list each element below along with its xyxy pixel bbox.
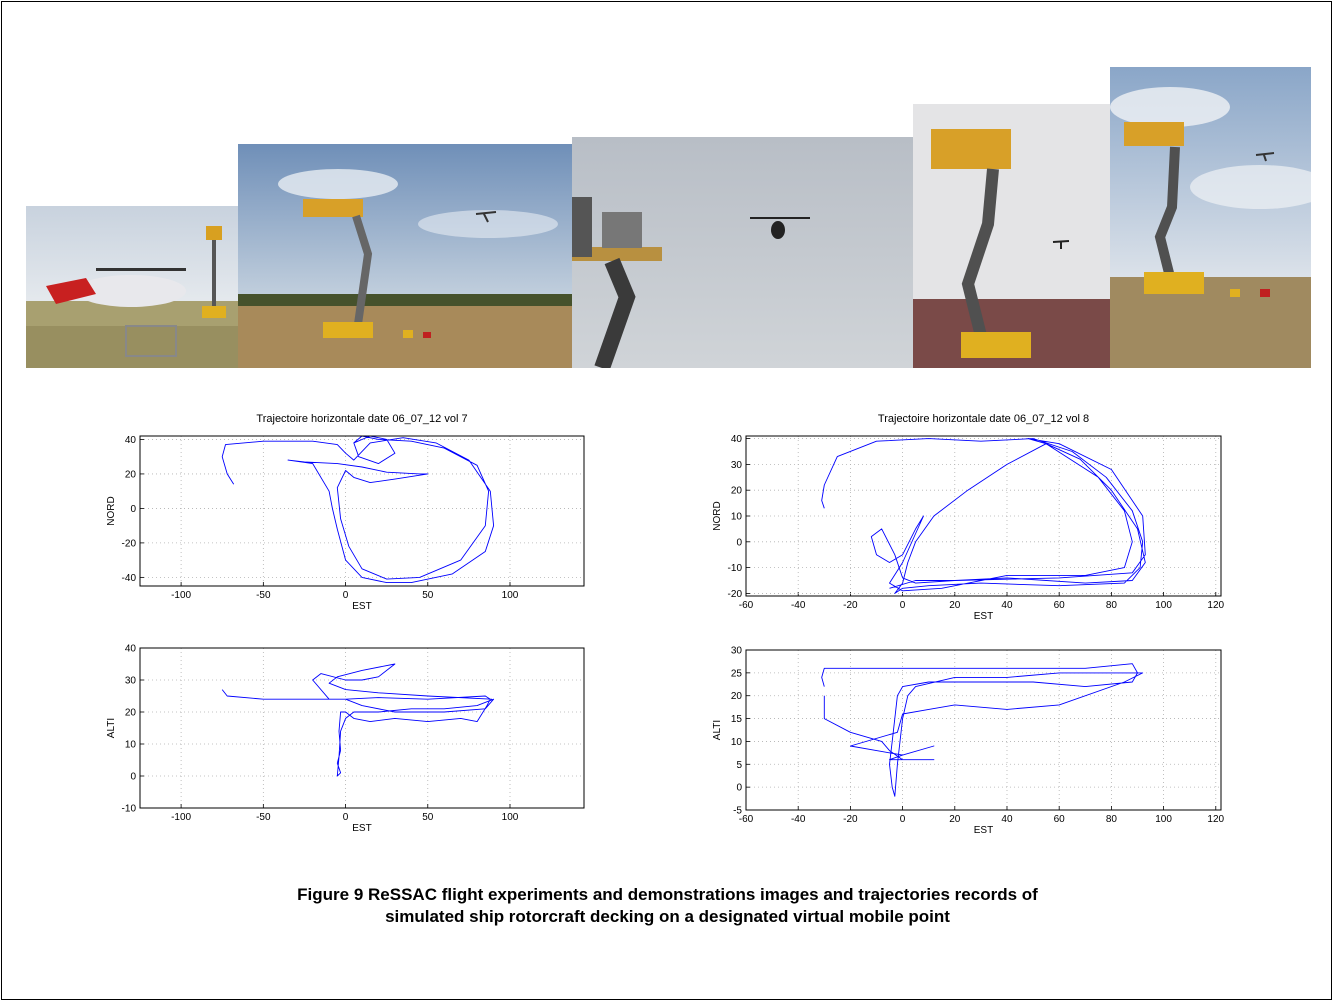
x-tick-label: -40 [791, 814, 806, 825]
photo-helicopter-on-ground [26, 206, 238, 368]
photo-helicopter-hover-sky [572, 137, 913, 368]
helicopter-on-ground-photo [26, 206, 238, 368]
y-tick-label: -10 [728, 563, 743, 574]
trajectory-line [821, 663, 1144, 797]
x-tick-label: -100 [171, 812, 191, 823]
x-tick-label: 20 [949, 600, 961, 611]
x-tick-label: -60 [739, 814, 754, 825]
y-tick-label: 10 [731, 737, 743, 748]
y-tick-label: 0 [130, 504, 136, 515]
x-tick-label: 40 [1001, 814, 1013, 825]
y-tick-label: 0 [736, 537, 742, 548]
y-tick-label: 25 [731, 668, 743, 679]
y-tick-label: 20 [731, 691, 743, 702]
x-tick-label: 100 [1155, 814, 1172, 825]
y-tick-label: 10 [731, 512, 743, 523]
x-tick-label: -100 [171, 590, 191, 601]
x-axis-label: EST [352, 823, 371, 834]
x-tick-label: 60 [1054, 600, 1066, 611]
x-axis-label: EST [974, 825, 993, 836]
plot-horizontal-vol8: Trajectoire horizontale date 06_07_12 vo… [700, 410, 1230, 622]
x-tick-label: 0 [343, 812, 349, 823]
y-tick-label: 0 [130, 772, 136, 783]
plot-frame [139, 647, 585, 809]
lift-platform-close-photo [913, 104, 1110, 368]
trajectory-line [221, 435, 495, 584]
trajectory-line [821, 438, 1146, 594]
x-tick-label: 120 [1207, 600, 1224, 611]
plot-altitude-vol8-svg: -60 -40 -20 0 20 40 60 80 100 120 -5 0 5 10 15 20 25 30 ES… [712, 646, 1225, 837]
x-tick-label: 40 [1001, 600, 1013, 611]
plot-horizontal-vol7: Trajectoire horizontale date 06_07_12 vo… [88, 410, 636, 612]
y-tick-label: 20 [731, 486, 743, 497]
photo-lift-platform-close [913, 104, 1110, 368]
x-tick-label: 0 [900, 600, 906, 611]
plot-title: Trajectoire horizontale date 06_07_12 vo… [256, 413, 468, 425]
x-tick-label: 100 [1155, 600, 1172, 611]
x-tick-label: 120 [1207, 814, 1224, 825]
y-axis-label: ALTI [106, 718, 117, 738]
y-tick-label: -40 [122, 573, 137, 584]
caption-line-2: simulated ship rotorcraft decking on a d… [385, 907, 950, 926]
y-tick-label: -20 [728, 589, 743, 600]
x-tick-label: -20 [843, 814, 858, 825]
x-tick-label: 50 [422, 590, 434, 601]
x-tick-label: 100 [502, 590, 519, 601]
x-tick-label: 0 [900, 814, 906, 825]
x-tick-label: 0 [343, 590, 349, 601]
y-tick-label: 30 [731, 646, 743, 657]
plot-altitude-vol8: -60 -40 -20 0 20 40 60 80 100 120 -5 0 5 10 15 20 25 30 ES… [700, 640, 1230, 840]
x-axis-label: EST [352, 601, 371, 612]
y-tick-label: 15 [731, 714, 743, 725]
y-tick-label: 20 [125, 469, 137, 480]
figure-caption: Figure 9 ReSSAC flight experiments and d… [0, 884, 1335, 928]
trajectory-line [221, 663, 495, 777]
y-axis-label: NORD [106, 496, 117, 525]
y-tick-label: 0 [736, 783, 742, 794]
x-axis-label: EST [974, 611, 993, 622]
x-tick-label: -50 [256, 590, 271, 601]
y-tick-label: 20 [125, 708, 137, 719]
y-tick-label: -20 [122, 538, 137, 549]
plot-frame [139, 435, 585, 587]
plot-horizontal-vol8-svg: -60 -40 -20 0 20 40 60 80 100 120 -20 -10 0 10 20 30 40 E… [712, 434, 1225, 622]
y-tick-label: 40 [125, 435, 137, 446]
x-tick-label: -20 [843, 600, 858, 611]
x-tick-label: 80 [1106, 814, 1118, 825]
x-tick-label: -50 [256, 812, 271, 823]
y-tick-label: 40 [731, 434, 743, 445]
x-tick-label: 100 [502, 812, 519, 823]
y-tick-label: 5 [736, 760, 742, 771]
y-tick-label: 10 [125, 740, 137, 751]
y-tick-label: -10 [122, 804, 137, 815]
y-tick-label: 40 [125, 644, 137, 655]
plot-altitude-vol7: -100 -50 0 50 100 -10 0 10 20 30 40 EST ALTI [88, 640, 636, 840]
photo-lift-platform-sky [1110, 67, 1311, 368]
lift-platform-field-photo [238, 144, 572, 368]
helicopter-hover-sky-photo [572, 137, 913, 368]
plot-horizontal-vol7-svg: -100 -50 0 50 100 -40 -20 0 20 40 EST NORD [106, 435, 585, 612]
y-tick-label: 30 [125, 676, 137, 687]
x-tick-label: 50 [422, 812, 434, 823]
x-tick-label: -40 [791, 600, 806, 611]
plot-title: Trajectoire horizontale date 06_07_12 vo… [877, 413, 1090, 425]
y-tick-label: -5 [733, 806, 742, 817]
x-tick-label: 60 [1054, 814, 1066, 825]
y-axis-label: ALTI [712, 720, 723, 740]
lift-platform-sky-photo [1110, 67, 1311, 368]
y-axis-label: NORD [712, 501, 723, 530]
y-tick-label: 30 [731, 460, 743, 471]
plot-frame [745, 435, 1222, 597]
plot-frame [745, 649, 1222, 811]
x-tick-label: -60 [739, 600, 754, 611]
x-tick-label: 80 [1106, 600, 1118, 611]
caption-line-1: Figure 9 ReSSAC flight experiments and d… [297, 885, 1038, 904]
photo-lift-platform-field [238, 144, 572, 368]
x-tick-label: 20 [949, 814, 961, 825]
